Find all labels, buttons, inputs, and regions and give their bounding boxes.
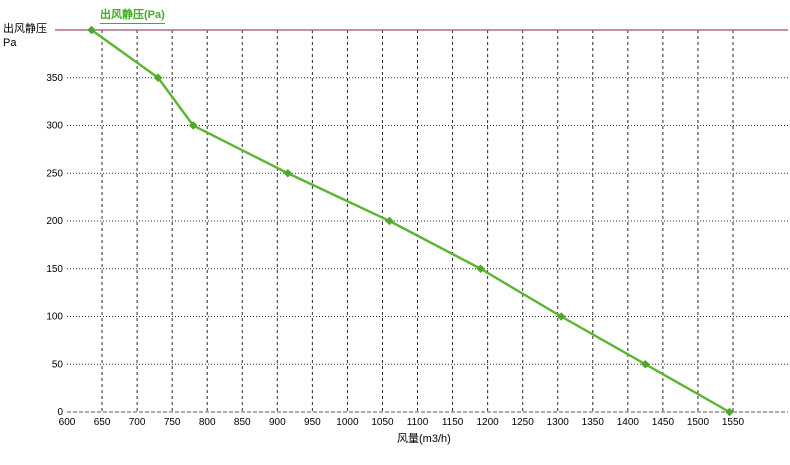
y-axis-title-line1: 出风静压 xyxy=(3,23,47,35)
x-tick-label: 1450 xyxy=(652,417,675,428)
x-tick-label: 850 xyxy=(234,417,251,428)
y-tick-label: 250 xyxy=(46,168,63,179)
y-axis-title-line2: Pa xyxy=(3,37,17,49)
data-point-marker xyxy=(385,216,394,226)
x-tick-label: 1050 xyxy=(371,417,394,428)
y-tick-label: 150 xyxy=(46,264,63,275)
x-tick-label: 750 xyxy=(164,417,181,428)
x-tick-label: 1400 xyxy=(617,417,640,428)
x-tick-label: 1500 xyxy=(687,417,710,428)
data-point-marker xyxy=(641,360,650,369)
y-tick-label: 350 xyxy=(46,73,63,84)
y-tick-label: 200 xyxy=(46,216,63,227)
x-tick-label: 950 xyxy=(304,417,321,428)
x-tick-label: 1000 xyxy=(336,417,359,428)
x-tick-label: 1100 xyxy=(407,417,429,428)
x-tick-label: 1550 xyxy=(722,417,745,428)
data-point-marker xyxy=(476,264,485,273)
y-tick-label: 100 xyxy=(46,312,63,323)
x-tick-label: 1150 xyxy=(442,417,464,428)
y-axis-title: 出风静压 Pa xyxy=(3,22,47,50)
x-tick-label: 800 xyxy=(199,417,216,428)
data-point-marker xyxy=(153,73,163,82)
x-tick-label: 1250 xyxy=(512,417,535,428)
x-axis-title: 风量(m3/h) xyxy=(397,433,451,445)
legend-label: 出风静压(Pa) xyxy=(100,6,165,24)
data-point-marker xyxy=(188,121,198,130)
data-point-marker xyxy=(283,169,293,178)
data-point-marker xyxy=(725,407,734,417)
x-tick-label: 1350 xyxy=(582,417,605,428)
x-tick-label: 650 xyxy=(94,417,111,428)
y-tick-label: 300 xyxy=(46,121,63,132)
x-tick-label: 600 xyxy=(59,417,76,428)
x-tick-label: 1300 xyxy=(547,417,570,428)
data-point-marker xyxy=(556,312,566,321)
y-tick-label: 0 xyxy=(57,407,63,418)
x-tick-label: 900 xyxy=(269,417,286,428)
x-tick-label: 1200 xyxy=(477,417,500,428)
y-tick-label: 50 xyxy=(52,359,64,370)
x-tick-label: 700 xyxy=(129,417,146,428)
